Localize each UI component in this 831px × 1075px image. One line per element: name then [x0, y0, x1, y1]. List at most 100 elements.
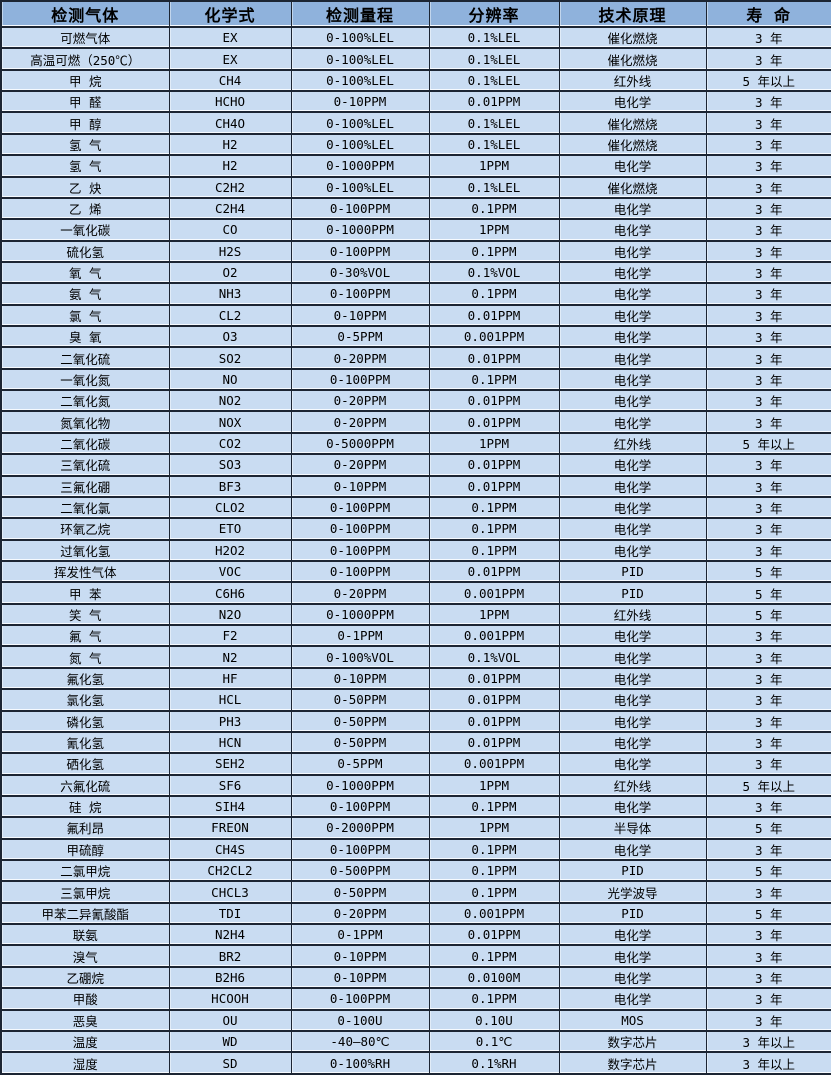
- table-row: 溴气 BR2 0-10PPM 0.1PPM 电化学 3 年: [0, 944, 831, 968]
- cell-life: 3 年: [705, 282, 831, 306]
- cell-formula: C2H4: [168, 196, 292, 221]
- cell-principle: 电化学: [558, 688, 707, 712]
- cell-gas: 甲 醛: [0, 90, 170, 114]
- cell-resolution: 0.01PPM: [428, 688, 560, 712]
- cell-formula: NH3: [168, 282, 292, 306]
- cell-range: 0-100PPM: [290, 837, 430, 862]
- cell-resolution: 0.01PPM: [428, 303, 560, 328]
- cell-principle: MOS: [558, 1008, 707, 1032]
- cell-principle: 电化学: [558, 752, 707, 776]
- header-row: 检测气体 化学式 检测量程 分辨率 技术原理寿 命: [0, 0, 831, 28]
- table-row: 笑 气 N2O 0-1000PPM 1PPM 红外线 5 年: [0, 602, 831, 627]
- cell-resolution: 0.1PPM: [428, 538, 560, 563]
- cell-life: 3 年: [705, 474, 831, 498]
- cell-resolution: 0.1PPM: [428, 944, 560, 968]
- cell-formula: CL2: [168, 303, 292, 328]
- cell-resolution: 0.1PPM: [428, 495, 560, 520]
- table-row: 甲 苯 C6H6 0-20PPM 0.001PPM PID 5 年: [0, 581, 831, 605]
- cell-life: 5 年: [705, 581, 831, 605]
- cell-life: 5 年: [705, 816, 831, 840]
- cell-range: 0-1000PPM: [290, 602, 430, 627]
- cell-resolution: 0.0100M: [428, 965, 560, 990]
- cell-life: 5 年: [705, 602, 831, 627]
- cell-life: 3 年: [705, 154, 831, 178]
- cell-life: 3 年: [705, 752, 831, 776]
- cell-resolution: 0.01PPM: [428, 709, 560, 733]
- cell-principle: 催化燃烧: [558, 175, 707, 199]
- cell-resolution: 0.1PPM: [428, 880, 560, 904]
- cell-range: 0-100%LEL: [290, 132, 430, 157]
- table-row: 甲酸 HCOOH 0-100PPM 0.1PPM 电化学 3 年: [0, 987, 831, 1011]
- cell-principle: 电化学: [558, 474, 707, 498]
- cell-principle: 电化学: [558, 666, 707, 691]
- cell-range: 0-1000PPM: [290, 218, 430, 242]
- cell-range: 0-100%LEL: [290, 111, 430, 135]
- table-row: 二氧化氯 CLO2 0-100PPM 0.1PPM 电化学 3 年: [0, 495, 831, 520]
- table-row: 甲硫醇 CH4S 0-100PPM 0.1PPM 电化学 3 年: [0, 837, 831, 862]
- cell-life: 3 年: [705, 517, 831, 541]
- cell-life: 3 年: [705, 389, 831, 413]
- cell-principle: 电化学: [558, 965, 707, 990]
- cell-life: 3 年: [705, 196, 831, 221]
- cell-principle: 催化燃烧: [558, 47, 707, 71]
- cell-resolution: 0.1PPM: [428, 794, 560, 819]
- table-row: 氮氧化物 NOX 0-20PPM 0.01PPM 电化学 3 年: [0, 410, 831, 434]
- cell-range: 0-100%LEL: [290, 68, 430, 93]
- cell-life: 3 年: [705, 346, 831, 370]
- table-row: 硫化氢 H2S 0-100PPM 0.1PPM 电化学 3 年: [0, 239, 831, 263]
- table-row: 一氧化碳 CO 0-1000PPM 1PPM 电化学 3 年: [0, 218, 831, 242]
- cell-life: 3 年: [705, 709, 831, 733]
- cell-range: 0-10PPM: [290, 666, 430, 691]
- cell-range: 0-10PPM: [290, 965, 430, 990]
- cell-resolution: 0.01PPM: [428, 410, 560, 434]
- cell-life: 3 年: [705, 325, 831, 349]
- table-row: 甲 烷 CH4 0-100%LEL 0.1%LEL 红外线 5 年以上: [0, 68, 831, 93]
- cell-resolution: 0.001PPM: [428, 624, 560, 648]
- table-row: 挥发性气体 VOC 0-100PPM 0.01PPM PID 5 年: [0, 559, 831, 584]
- table-row: 高温可燃（250℃） EX 0-100%LEL 0.1%LEL 催化燃烧 3 年: [0, 47, 831, 71]
- cell-range: 0-100%VOL: [290, 645, 430, 669]
- cell-gas: 甲酸: [0, 987, 170, 1011]
- cell-life: 3 年: [705, 837, 831, 862]
- cell-range: 0-100PPM: [290, 559, 430, 584]
- cell-gas: 一氧化碳: [0, 218, 170, 242]
- cell-formula: CH4S: [168, 837, 292, 862]
- table-row: 过氧化氢 H2O2 0-100PPM 0.1PPM 电化学 3 年: [0, 538, 831, 563]
- cell-range: 0-1PPM: [290, 624, 430, 648]
- cell-gas: 溴气: [0, 944, 170, 968]
- cell-principle: 催化燃烧: [558, 111, 707, 135]
- cell-principle: 电化学: [558, 730, 707, 755]
- cell-gas: 氢 气: [0, 154, 170, 178]
- cell-life: 3 年: [705, 645, 831, 669]
- cell-formula: F2: [168, 624, 292, 648]
- cell-formula: C6H6: [168, 581, 292, 605]
- cell-formula: B2H6: [168, 965, 292, 990]
- table-row: 氟利昂 FREON 0-2000PPM 1PPM 半导体 5 年: [0, 816, 831, 840]
- cell-range: 0-100%RH: [290, 1051, 430, 1075]
- cell-principle: 催化燃烧: [558, 25, 707, 50]
- cell-resolution: 0.1PPM: [428, 282, 560, 306]
- cell-principle: 电化学: [558, 218, 707, 242]
- cell-range: 0-1000PPM: [290, 773, 430, 797]
- cell-formula: WD: [168, 1029, 292, 1054]
- cell-range: 0-20PPM: [290, 346, 430, 370]
- table-row: 二氧化硫 SO2 0-20PPM 0.01PPM 电化学 3 年: [0, 346, 831, 370]
- cell-life: 3 年: [705, 538, 831, 563]
- cell-formula: CO: [168, 218, 292, 242]
- cell-principle: 电化学: [558, 239, 707, 263]
- cell-principle: 电化学: [558, 367, 707, 392]
- cell-formula: C2H2: [168, 175, 292, 199]
- cell-gas: 环氧乙烷: [0, 517, 170, 541]
- cell-formula: N2O: [168, 602, 292, 627]
- cell-range: 0-100PPM: [290, 239, 430, 263]
- cell-formula: H2S: [168, 239, 292, 263]
- cell-principle: 半导体: [558, 816, 707, 840]
- cell-formula: EX: [168, 47, 292, 71]
- cell-gas: 硒化氢: [0, 752, 170, 776]
- cell-range: 0-100PPM: [290, 495, 430, 520]
- cell-range: 0-500PPM: [290, 858, 430, 883]
- cell-principle: 电化学: [558, 303, 707, 328]
- cell-gas: 臭 氧: [0, 325, 170, 349]
- cell-gas: 磷化氢: [0, 709, 170, 733]
